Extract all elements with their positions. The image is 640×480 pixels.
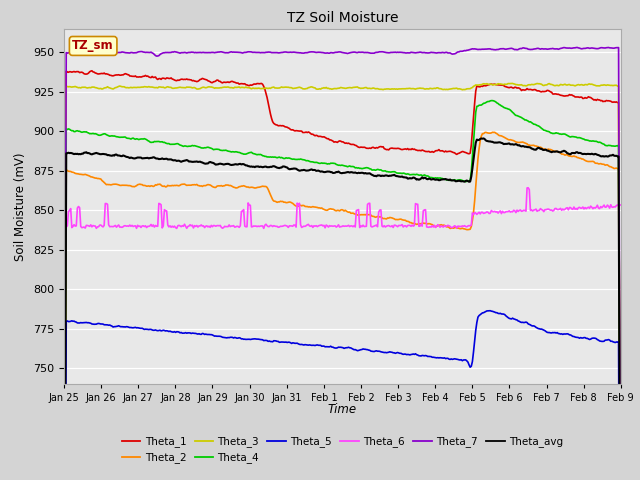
Theta_avg <box>328 169 335 175</box>
Line: Theta_4: Theta_4 <box>64 101 621 480</box>
Line: Theta_7: Theta_7 <box>64 48 621 480</box>
Theta_avg <box>480 135 488 141</box>
Theta_avg <box>518 144 525 149</box>
Theta_avg <box>324 168 332 174</box>
Theta_4 <box>488 98 495 104</box>
Text: TZ_sm: TZ_sm <box>72 39 114 52</box>
Theta_7 <box>362 49 369 55</box>
Theta_3 <box>328 86 335 92</box>
Theta_7 <box>516 46 524 51</box>
Theta_1 <box>518 88 525 94</box>
Theta_avg <box>362 170 369 176</box>
Theta_6 <box>173 226 180 231</box>
Theta_2 <box>328 206 335 212</box>
Line: Theta_5: Theta_5 <box>64 311 621 480</box>
Line: Theta_3: Theta_3 <box>64 84 621 480</box>
Theta_3 <box>605 82 612 88</box>
Theta_avg <box>605 154 612 159</box>
Theta_2 <box>488 130 496 135</box>
Theta_1 <box>326 137 333 143</box>
Theta_5 <box>328 344 335 350</box>
Theta_6 <box>393 223 401 229</box>
Title: TZ Soil Moisture: TZ Soil Moisture <box>287 11 398 25</box>
Theta_4 <box>362 165 369 171</box>
X-axis label: Time: Time <box>328 403 357 416</box>
Theta_2 <box>605 163 612 168</box>
Theta_5 <box>518 320 525 325</box>
Theta_avg <box>392 173 399 179</box>
Theta_3 <box>509 81 516 86</box>
Theta_5 <box>486 308 494 313</box>
Theta_3 <box>518 82 525 87</box>
Theta_1 <box>329 138 337 144</box>
Theta_6 <box>524 185 532 191</box>
Theta_2 <box>392 216 399 222</box>
Line: Theta_2: Theta_2 <box>64 132 621 480</box>
Theta_3 <box>362 84 369 90</box>
Theta_1 <box>393 145 401 151</box>
Theta_4 <box>328 160 335 166</box>
Theta_5 <box>324 344 332 349</box>
Theta_1 <box>362 145 370 151</box>
Theta_6 <box>617 202 625 208</box>
Theta_6 <box>60 223 68 228</box>
Theta_2 <box>362 212 369 218</box>
Theta_1 <box>605 98 612 104</box>
Theta_6 <box>606 205 614 211</box>
Theta_4 <box>392 169 399 175</box>
Y-axis label: Soil Moisture (mV): Soil Moisture (mV) <box>15 152 28 261</box>
Theta_6 <box>329 223 337 229</box>
Theta_5 <box>362 347 369 352</box>
Theta_3 <box>392 86 399 92</box>
Theta_5 <box>605 337 612 343</box>
Theta_5 <box>392 350 399 356</box>
Theta_6 <box>326 223 333 228</box>
Theta_4 <box>518 115 525 120</box>
Theta_7 <box>324 50 332 56</box>
Theta_7 <box>392 49 399 55</box>
Legend: Theta_1, Theta_2, Theta_3, Theta_4, Theta_5, Theta_6, Theta_7, Theta_avg: Theta_1, Theta_2, Theta_3, Theta_4, Thet… <box>118 432 567 468</box>
Theta_7 <box>573 45 581 50</box>
Theta_4 <box>605 143 612 148</box>
Theta_2 <box>324 206 332 212</box>
Theta_1 <box>88 68 96 73</box>
Theta_6 <box>518 208 525 214</box>
Line: Theta_6: Theta_6 <box>64 188 621 228</box>
Theta_3 <box>324 85 332 91</box>
Line: Theta_avg: Theta_avg <box>64 138 621 480</box>
Theta_6 <box>362 223 370 229</box>
Theta_2 <box>518 139 525 145</box>
Theta_4 <box>324 161 332 167</box>
Line: Theta_1: Theta_1 <box>64 71 621 480</box>
Theta_7 <box>605 45 612 50</box>
Theta_7 <box>328 50 335 56</box>
